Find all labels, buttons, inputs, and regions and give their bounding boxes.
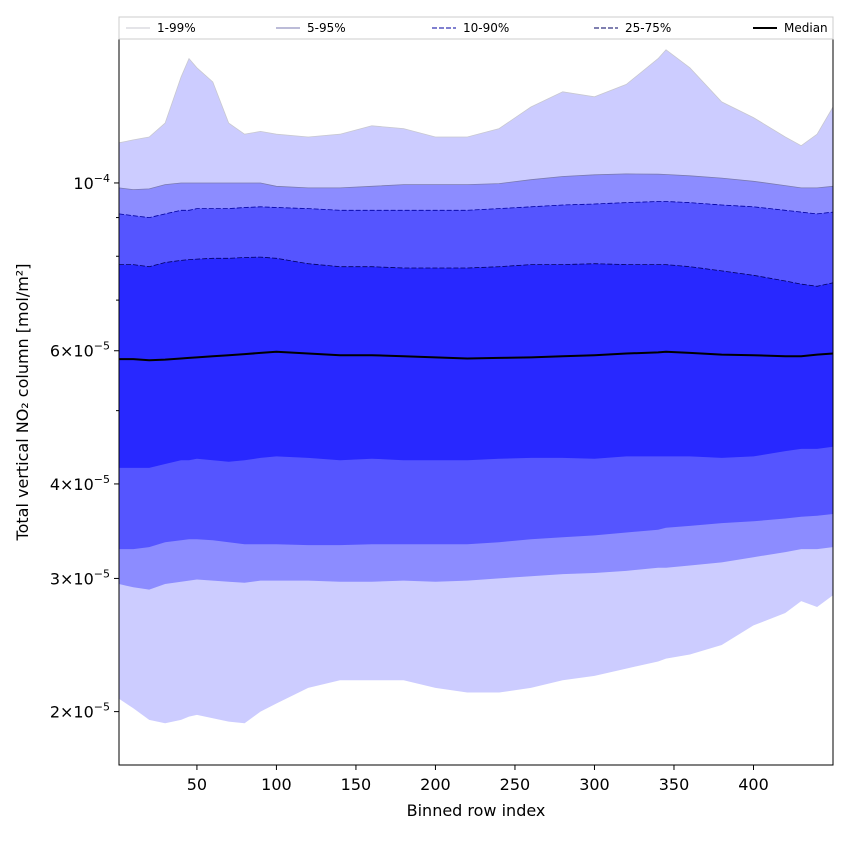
legend-item: Median [753,21,828,35]
legend-item: 10-90% [432,21,509,35]
y-tick-label: 6×10−5 [50,340,110,361]
band-10-90-upper-line [118,201,834,219]
x-tick-label: 150 [341,775,372,794]
legend-label: 5-95% [307,21,346,35]
legend-item: 25-75% [594,21,671,35]
y-axis: 2×10−5 3×10−5 4×10−5 6×10−5 10−4 [50,172,119,722]
x-tick-label: 350 [659,775,690,794]
legend-label: 1-99% [157,21,196,35]
x-axis-label: Binned row index [407,801,546,820]
legend-box [118,16,834,40]
x-tick-label: 300 [579,775,610,794]
legend-item: 5-95% [276,21,346,35]
median-line [119,350,834,362]
x-tick-label: 50 [187,775,207,794]
x-tick-label: 400 [738,775,769,794]
x-tick-label: 100 [261,775,292,794]
y-tick-label: 4×10−5 [50,473,110,494]
y-axis-label: Total vertical NO₂ column [mol/m²] [13,264,32,542]
band-1-99-upper-line [118,49,834,147]
band-25-75-area [119,257,833,468]
legend-label: 25-75% [625,21,671,35]
band-edge-lines [118,49,834,287]
y-tick-label: 2×10−5 [50,701,110,722]
x-tick-label: 200 [420,775,451,794]
y-tick-label: 3×10−5 [50,567,110,588]
median-layer [119,350,834,362]
legend: 1-99% 5-95% 10-90% 25-75% Median [118,16,834,40]
legend-label: 10-90% [463,21,509,35]
bands-layer [119,49,833,724]
legend-item: 1-99% [126,21,196,35]
y-tick-label: 10−4 [73,172,110,193]
band-25-75-upper-line [119,256,834,287]
legend-label: Median [784,21,828,35]
x-tick-label: 250 [500,775,531,794]
band-5-95-upper-line [118,173,834,191]
x-axis: 50 100 150 200 250 300 350 400 [187,765,769,794]
